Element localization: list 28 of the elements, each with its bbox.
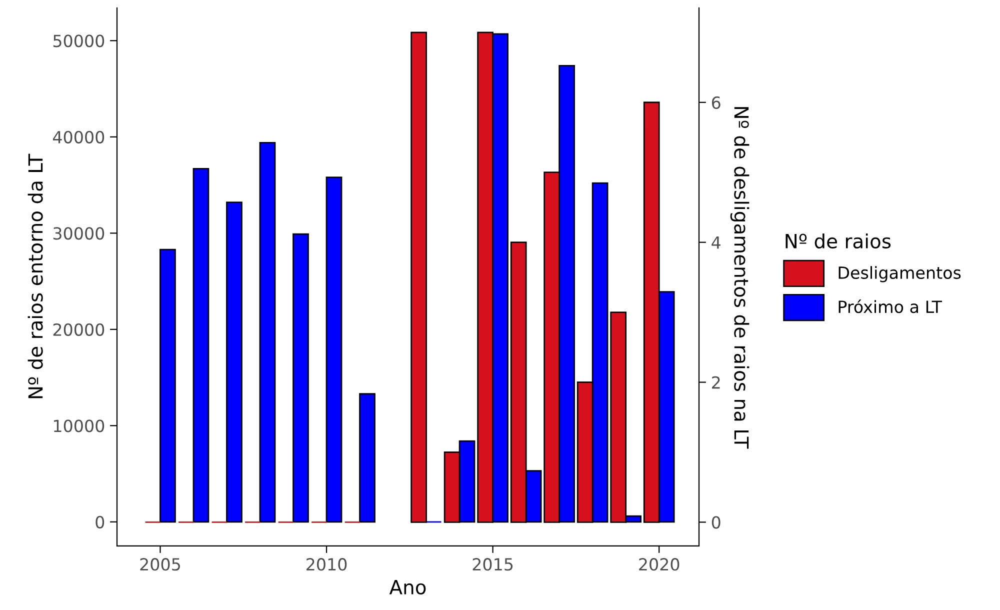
x-tick-label: 2005 xyxy=(140,558,180,571)
y-tick-label: 10000 xyxy=(54,420,104,432)
y2-axis-title: Nº de desligamentos de raios na LT xyxy=(730,107,750,449)
y-tick-label: 50000 xyxy=(53,34,104,48)
bar xyxy=(410,32,427,523)
x-tick-label: 2020 xyxy=(639,558,680,571)
bar xyxy=(259,142,276,523)
x-tick-label: 2010 xyxy=(306,558,347,571)
bar xyxy=(226,202,242,523)
legend-label: Próximo a LT xyxy=(838,300,942,314)
y-tick-label: 20000 xyxy=(53,323,104,336)
y2-tick-label: 4 xyxy=(712,236,720,249)
bar xyxy=(192,168,210,523)
legend-title: Nº de raios xyxy=(786,233,891,248)
bar xyxy=(292,233,309,523)
y-tick-label: 40000 xyxy=(52,130,104,144)
y-tick-label: 30000 xyxy=(53,227,104,240)
y-axis-title: Nº de raios entorno da LT xyxy=(28,154,43,398)
y2-tick-label: 2 xyxy=(712,376,720,389)
bar xyxy=(326,176,342,523)
x-tick-label: 2015 xyxy=(472,558,513,571)
bar xyxy=(359,393,376,523)
legend-label: Desligamentos xyxy=(838,266,961,282)
x-axis-title: Ano xyxy=(389,580,426,594)
y2-tick-label: 0 xyxy=(712,516,720,529)
y2-tick-label: 6 xyxy=(712,96,720,109)
bar xyxy=(160,248,176,523)
y-tick-label: 0 xyxy=(96,516,104,528)
